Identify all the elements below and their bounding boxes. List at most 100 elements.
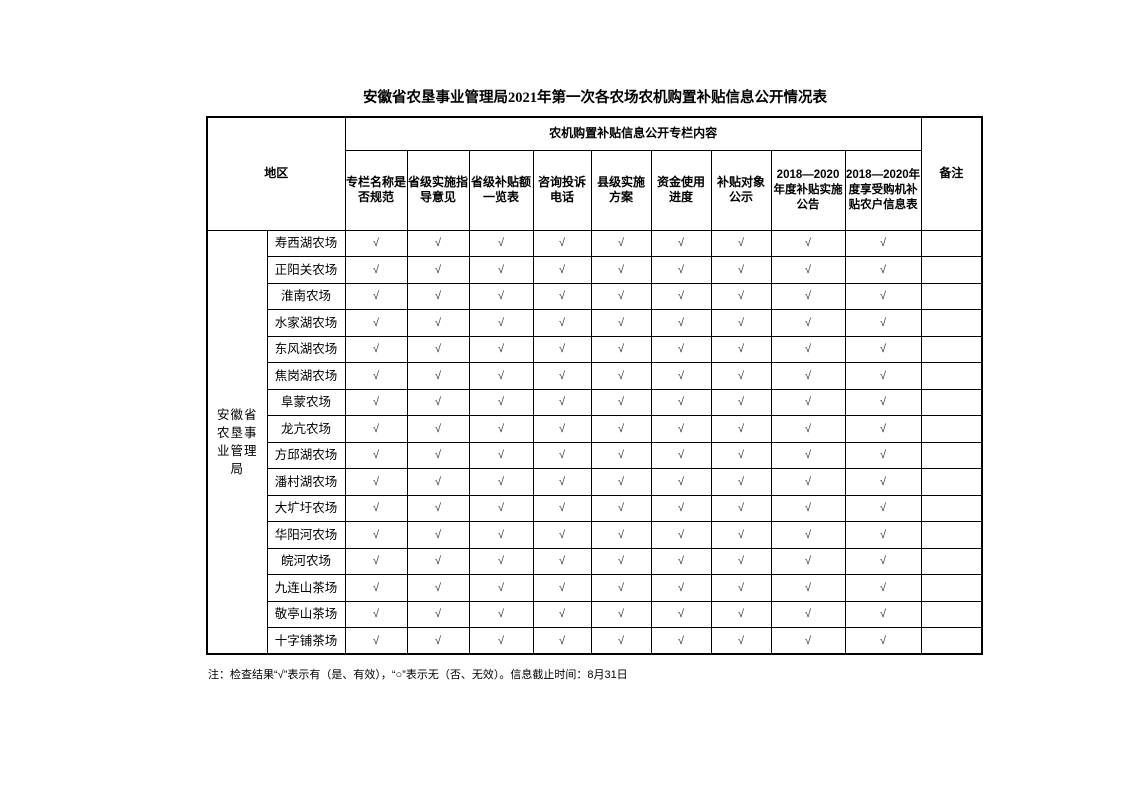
check-mark: √ bbox=[710, 362, 772, 390]
column-header: 县级实施方案 bbox=[590, 149, 652, 231]
check-mark: √ bbox=[770, 282, 846, 310]
remark-cell bbox=[920, 574, 983, 602]
check-mark: √ bbox=[468, 388, 534, 416]
check-mark: √ bbox=[532, 229, 592, 257]
check-mark: √ bbox=[844, 388, 922, 416]
column-header: 2018—2020年度补贴实施公告 bbox=[770, 149, 846, 231]
remark-cell bbox=[920, 441, 983, 469]
check-mark: √ bbox=[844, 309, 922, 337]
check-mark: √ bbox=[532, 282, 592, 310]
table-row: 正阳关农场 √ √ √ √ √ √ √ √ √ bbox=[207, 256, 983, 284]
check-mark: √ bbox=[344, 388, 408, 416]
column-header: 咨询投诉电话 bbox=[532, 149, 592, 231]
check-mark: √ bbox=[710, 521, 772, 549]
farm-name: 十字铺茶场 bbox=[266, 627, 346, 655]
check-mark: √ bbox=[590, 256, 652, 284]
column-header: 补贴对象公示 bbox=[710, 149, 772, 231]
farm-name: 阜蒙农场 bbox=[266, 388, 346, 416]
area-header: 地区 bbox=[206, 116, 346, 231]
table-row: 水家湖农场 √ √ √ √ √ √ √ √ √ bbox=[207, 309, 983, 337]
check-mark: √ bbox=[344, 256, 408, 284]
remark-cell bbox=[920, 388, 983, 416]
check-mark: √ bbox=[844, 415, 922, 443]
farm-name: 淮南农场 bbox=[266, 282, 346, 310]
column-header: 省级实施指导意见 bbox=[406, 149, 470, 231]
check-mark: √ bbox=[710, 494, 772, 522]
check-mark: √ bbox=[650, 309, 712, 337]
remark-cell bbox=[920, 335, 983, 363]
check-mark: √ bbox=[710, 415, 772, 443]
remark-cell bbox=[920, 494, 983, 522]
check-mark: √ bbox=[590, 547, 652, 575]
check-mark: √ bbox=[532, 415, 592, 443]
check-mark: √ bbox=[650, 362, 712, 390]
check-mark: √ bbox=[770, 388, 846, 416]
check-mark: √ bbox=[468, 362, 534, 390]
check-mark: √ bbox=[710, 468, 772, 496]
farm-name: 正阳关农场 bbox=[266, 256, 346, 284]
check-mark: √ bbox=[844, 282, 922, 310]
check-mark: √ bbox=[590, 362, 652, 390]
check-mark: √ bbox=[468, 415, 534, 443]
check-mark: √ bbox=[532, 600, 592, 628]
check-mark: √ bbox=[344, 627, 408, 655]
column-header: 省级补贴额一览表 bbox=[468, 149, 534, 231]
check-mark: √ bbox=[406, 627, 470, 655]
column-header: 资金使用进度 bbox=[650, 149, 712, 231]
subsidy-table: 地区 农机购置补贴信息公开专栏内容 备注 专栏名称是否规范 省级实施指导意见 省级补… bbox=[206, 116, 984, 655]
check-mark: √ bbox=[468, 309, 534, 337]
check-mark: √ bbox=[590, 600, 652, 628]
remark-cell bbox=[920, 282, 983, 310]
check-mark: √ bbox=[532, 362, 592, 390]
check-mark: √ bbox=[532, 627, 592, 655]
check-mark: √ bbox=[770, 441, 846, 469]
check-mark: √ bbox=[406, 574, 470, 602]
check-mark: √ bbox=[770, 362, 846, 390]
table-row: 皖河农场 √ √ √ √ √ √ √ √ √ bbox=[207, 547, 983, 575]
check-mark: √ bbox=[532, 441, 592, 469]
table-row: 潘村湖农场 √ √ √ √ √ √ √ √ √ bbox=[207, 468, 983, 496]
check-mark: √ bbox=[650, 627, 712, 655]
check-mark: √ bbox=[590, 441, 652, 469]
check-mark: √ bbox=[590, 309, 652, 337]
table-row: 淮南农场 √ √ √ √ √ √ √ √ √ bbox=[207, 282, 983, 310]
farm-name: 九连山茶场 bbox=[266, 574, 346, 602]
check-mark: √ bbox=[344, 468, 408, 496]
check-mark: √ bbox=[650, 229, 712, 257]
check-mark: √ bbox=[650, 468, 712, 496]
check-mark: √ bbox=[710, 441, 772, 469]
check-mark: √ bbox=[344, 574, 408, 602]
check-mark: √ bbox=[406, 521, 470, 549]
check-mark: √ bbox=[590, 282, 652, 310]
check-mark: √ bbox=[770, 627, 846, 655]
check-mark: √ bbox=[344, 600, 408, 628]
column-header: 2018—2020年度享受购机补贴农户信息表 bbox=[844, 149, 922, 231]
check-mark: √ bbox=[344, 547, 408, 575]
check-mark: √ bbox=[532, 547, 592, 575]
farm-name: 潘村湖农场 bbox=[266, 468, 346, 496]
check-mark: √ bbox=[770, 415, 846, 443]
check-mark: √ bbox=[406, 494, 470, 522]
check-mark: √ bbox=[532, 574, 592, 602]
check-mark: √ bbox=[468, 627, 534, 655]
remark-cell bbox=[920, 627, 983, 655]
region-cell: 安徽省农垦事业管理局 bbox=[206, 229, 268, 655]
check-mark: √ bbox=[710, 547, 772, 575]
check-mark: √ bbox=[468, 574, 534, 602]
table-row: 大圹圩农场 √ √ √ √ √ √ √ √ √ bbox=[207, 494, 983, 522]
check-mark: √ bbox=[770, 547, 846, 575]
table-row: 龙亢农场 √ √ √ √ √ √ √ √ √ bbox=[207, 415, 983, 443]
check-mark: √ bbox=[770, 335, 846, 363]
check-mark: √ bbox=[710, 282, 772, 310]
check-mark: √ bbox=[532, 494, 592, 522]
remark-cell bbox=[920, 600, 983, 628]
remark-header: 备注 bbox=[920, 116, 983, 231]
check-mark: √ bbox=[710, 600, 772, 628]
remark-cell bbox=[920, 521, 983, 549]
check-mark: √ bbox=[590, 468, 652, 496]
check-mark: √ bbox=[468, 494, 534, 522]
check-mark: √ bbox=[844, 468, 922, 496]
check-mark: √ bbox=[650, 388, 712, 416]
check-mark: √ bbox=[468, 547, 534, 575]
check-mark: √ bbox=[590, 335, 652, 363]
